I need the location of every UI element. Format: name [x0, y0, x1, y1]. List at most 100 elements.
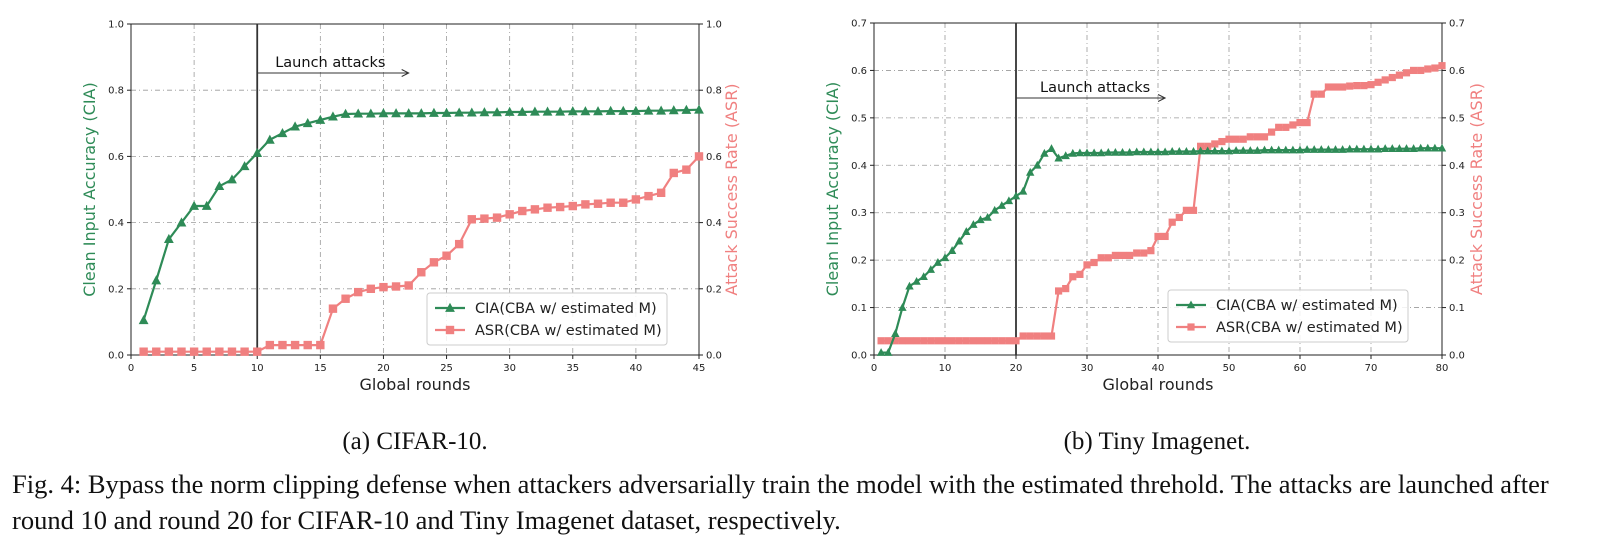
legend-swatch-marker	[1186, 300, 1196, 309]
data-point	[1026, 167, 1035, 176]
data-point	[480, 214, 489, 223]
data-point	[618, 105, 629, 115]
data-point	[1331, 145, 1340, 153]
legend-swatch-marker	[1187, 323, 1195, 331]
data-point	[1239, 135, 1247, 143]
y-axis-label-right: Attack Success Rate (ASR)	[722, 83, 741, 295]
data-point	[891, 329, 900, 337]
legend-label: ASR(CBA w/ estimated M)	[1216, 320, 1403, 336]
y-tick-label-left: 0.2	[108, 284, 124, 295]
data-point	[252, 147, 263, 157]
x-tick-label: 20	[377, 363, 390, 374]
subcaption-b: (b) Tiny Imagenet.	[1063, 428, 1251, 455]
launch-annotation: Launch attacks	[275, 55, 385, 71]
y-tick-label-left: 0.7	[851, 19, 867, 30]
data-point	[1388, 73, 1396, 82]
data-point	[1189, 206, 1198, 214]
data-point	[1090, 258, 1098, 267]
data-point	[1438, 62, 1446, 70]
y-tick-label-left: 0.6	[108, 152, 124, 163]
data-point	[1395, 144, 1404, 152]
x-tick-label: 0	[871, 363, 877, 374]
data-point	[404, 281, 413, 290]
data-point	[1147, 247, 1155, 255]
data-point	[669, 168, 678, 178]
data-point	[1239, 146, 1248, 154]
data-point	[919, 272, 928, 281]
data-point	[555, 106, 566, 116]
x-tick-label: 45	[693, 363, 706, 374]
y-tick-label-left: 0.0	[851, 351, 867, 362]
data-point	[1203, 146, 1212, 155]
data-point	[1054, 153, 1063, 162]
data-point	[1352, 144, 1361, 153]
data-point	[567, 106, 578, 116]
data-point	[1268, 128, 1276, 136]
data-point	[201, 200, 212, 210]
data-point	[176, 217, 187, 227]
data-point	[1068, 148, 1077, 157]
data-point	[1366, 144, 1376, 153]
legend-swatch-marker	[445, 325, 455, 335]
y-tick-label-right: 0.0	[1449, 351, 1465, 362]
data-point	[1218, 137, 1226, 146]
x-tick-label: 10	[251, 363, 264, 374]
data-point	[1069, 273, 1077, 281]
y-tick-label-left: 0.3	[851, 208, 867, 219]
legend-swatch-marker	[445, 302, 455, 312]
data-point	[341, 294, 350, 303]
legend: CIA(CBA w/ estimated M) ASR(CBA w/ estima…	[1167, 289, 1409, 343]
y-tick-label-left: 0.2	[851, 256, 867, 267]
y-tick-label-right: 0.3	[1449, 208, 1465, 219]
data-point	[1417, 66, 1425, 75]
data-point	[1260, 133, 1269, 141]
y-axis-label-left: Clean Input Accuracy (CIA)	[823, 82, 842, 296]
data-point	[391, 282, 401, 291]
data-point	[1289, 121, 1297, 129]
y-tick-label-right: 0.1	[1449, 303, 1465, 314]
data-point	[976, 215, 985, 224]
data-point	[948, 337, 956, 345]
y-axis-label-left: Clean Input Accuracy (CIA)	[80, 82, 99, 296]
data-point	[976, 337, 985, 345]
data-point	[913, 337, 921, 345]
data-point	[403, 108, 414, 118]
data-point	[934, 337, 942, 345]
x-tick-label: 80	[1436, 363, 1449, 374]
data-point	[1118, 147, 1127, 156]
data-point	[969, 337, 977, 345]
data-point	[1019, 332, 1027, 340]
series-cia	[876, 143, 1447, 356]
x-tick-label: 40	[630, 363, 643, 374]
data-point	[605, 105, 616, 115]
data-point	[947, 246, 957, 254]
data-point	[884, 348, 893, 356]
data-point	[1075, 148, 1085, 157]
data-point	[898, 337, 906, 345]
data-point	[997, 201, 1006, 209]
data-point	[1210, 146, 1219, 155]
data-point	[1083, 261, 1091, 269]
data-point	[955, 236, 964, 245]
data-point	[668, 105, 679, 115]
data-point	[1026, 332, 1034, 340]
data-point	[1246, 146, 1255, 154]
y-tick-label-left: 0.5	[851, 113, 867, 124]
data-point	[962, 337, 970, 345]
data-point	[1175, 147, 1184, 155]
data-point	[1047, 332, 1056, 340]
data-point	[264, 134, 275, 144]
data-point	[656, 188, 666, 198]
data-point	[366, 284, 376, 293]
data-point	[164, 347, 174, 356]
data-point	[215, 347, 224, 356]
data-point	[1302, 145, 1312, 153]
data-point	[1402, 144, 1411, 152]
legend: CIA(CBA w/ estimated M) ASR(CBA w/ estima…	[426, 292, 668, 346]
data-point	[1338, 145, 1347, 153]
y-tick-label-left: 0.0	[108, 351, 124, 362]
data-point	[984, 337, 992, 345]
launch-annotation: Launch attacks	[1040, 80, 1150, 96]
data-point	[1339, 83, 1347, 91]
